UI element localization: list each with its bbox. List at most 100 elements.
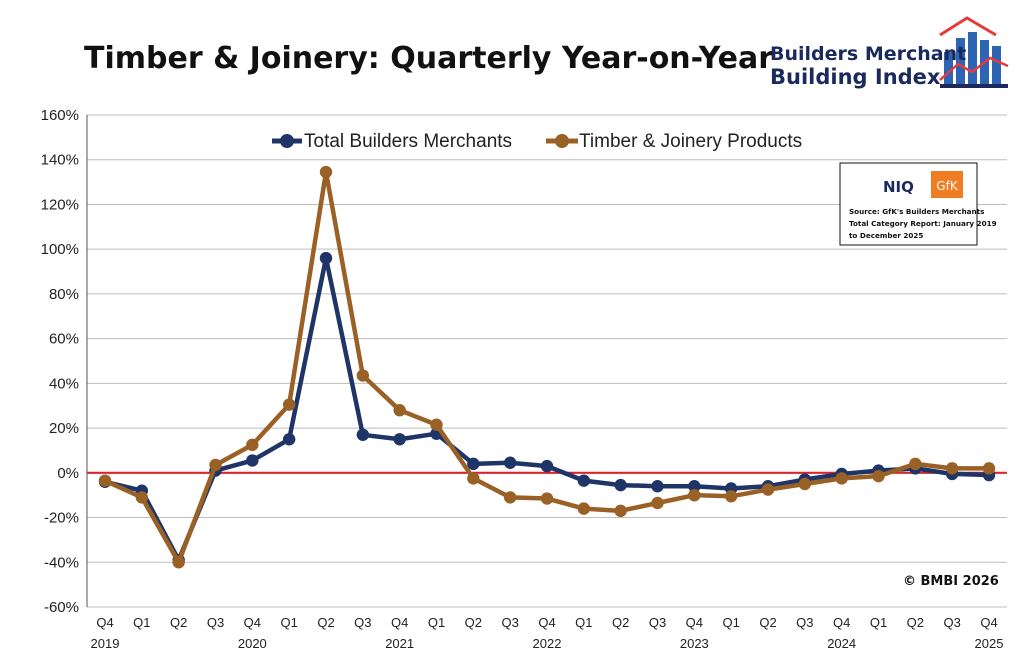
data-point: [282, 398, 296, 411]
logo-bar: [956, 38, 965, 86]
x-tick-label: Q1: [428, 615, 445, 630]
data-point: [319, 251, 333, 265]
x-tick-label: Q4: [391, 615, 408, 630]
x-tick-label: Q1: [870, 615, 887, 630]
gfk-logo-box: [931, 171, 963, 198]
logo-roof: [939, 16, 997, 37]
logo-bar: [992, 46, 1001, 86]
x-tick-label: Q4: [980, 615, 997, 630]
data-point: [246, 454, 259, 467]
x-year-label: 2019: [91, 636, 120, 651]
bmbi-logo: Builders Merchant Building Index: [770, 16, 1009, 89]
x-tick-label: Q4: [686, 615, 703, 630]
y-tick-label: 0%: [57, 465, 79, 482]
y-tick-label: -40%: [44, 554, 79, 571]
source-line: Total Category Report: January 2019: [849, 219, 997, 228]
x-tick-label: Q4: [244, 615, 261, 630]
source-line: to December 2025: [849, 231, 923, 240]
x-tick-label: Q3: [354, 615, 371, 630]
x-axis-ticks: Q4 Q1 Q2 Q3 Q4 Q1 Q2 Q3 Q4 Q1 Q2 Q3 Q4 Q1 Q2 Q3 Q4 Q1 Q2 Q3…: [91, 615, 1004, 651]
legend: Total Builders Merchants Timber & Joiner…: [272, 131, 802, 152]
data-point: [209, 458, 222, 472]
x-tick-label: Q1: [575, 615, 592, 630]
data-point: [540, 459, 554, 473]
data-point: [835, 472, 848, 485]
logo-trend-line: [939, 56, 1009, 81]
y-tick-label: 140%: [41, 152, 79, 169]
data-point: [688, 480, 701, 493]
logo-bar: [944, 52, 953, 86]
data-point: [393, 433, 406, 446]
data-point: [467, 472, 480, 485]
legend-entry-timber: Timber & Joinery Products: [546, 131, 802, 152]
x-year-label: 2024: [827, 636, 856, 651]
data-point: [614, 478, 627, 492]
data-point: [319, 165, 333, 179]
data-point: [651, 480, 664, 493]
y-tick-label: -20%: [44, 510, 79, 527]
data-point: [172, 556, 185, 569]
x-tick-label: Q1: [133, 615, 150, 630]
data-point: [651, 496, 664, 510]
logo-line1: Builders Merchant: [770, 43, 966, 65]
series-line: [104, 255, 990, 563]
legend-entry-total: Total Builders Merchants: [272, 131, 512, 152]
logo-bar: [968, 32, 977, 86]
data-point: [577, 502, 591, 515]
y-tick-label: 80%: [49, 286, 79, 303]
x-tick-label: Q4: [538, 615, 555, 630]
y-tick-label: 120%: [41, 196, 79, 213]
logo-base: [940, 84, 1008, 88]
data-point: [430, 418, 443, 431]
data-point: [356, 369, 370, 382]
source-box: NIQ GfK Source: GfK's Builders Merchants…: [839, 162, 997, 246]
x-tick-label: Q3: [649, 615, 666, 630]
series-timber-joinery-products: [98, 165, 996, 569]
data-point: [246, 438, 259, 452]
data-point: [98, 474, 112, 487]
data-point: [467, 457, 480, 471]
x-tick-label: Q2: [759, 615, 776, 630]
data-point: [393, 404, 406, 417]
data-point: [761, 483, 775, 496]
x-tick-label: Q1: [722, 615, 739, 630]
legend-marker: [280, 134, 294, 148]
data-point: [577, 474, 591, 487]
x-tick-label: Q2: [465, 615, 482, 630]
x-tick-label: Q4: [833, 615, 850, 630]
x-tick-label: Q3: [501, 615, 518, 630]
x-tick-label: Q3: [943, 615, 960, 630]
data-point: [982, 462, 996, 475]
x-tick-label: Q4: [96, 615, 113, 630]
x-tick-label: Q2: [317, 615, 334, 630]
y-tick-label: 100%: [41, 241, 79, 258]
legend-label: Timber & Joinery Products: [579, 131, 802, 152]
data-point: [945, 462, 959, 475]
x-year-label: 2025: [975, 636, 1004, 651]
series-total-builders-merchants: [98, 251, 996, 567]
data-point: [356, 428, 370, 441]
data-point: [614, 504, 627, 518]
series-layer: [98, 165, 996, 569]
x-tick-label: Q2: [907, 615, 924, 630]
x-tick-label: Q3: [207, 615, 224, 630]
data-point: [688, 488, 701, 502]
logo-graphic: [939, 16, 1009, 88]
y-tick-label: 60%: [49, 331, 79, 348]
y-tick-label: -60%: [44, 599, 79, 616]
data-point: [798, 477, 812, 491]
data-point: [282, 433, 296, 446]
data-point: [503, 491, 517, 504]
data-point: [909, 457, 922, 471]
logo-line2: Building Index: [770, 65, 941, 89]
data-point: [540, 492, 554, 505]
legend-label: Total Builders Merchants: [304, 131, 512, 152]
y-tick-label: 160%: [41, 107, 79, 124]
y-axis-ticks: 160% 140% 120% 100% 80% 60% 40% 20% 0% -20% -40% -6…: [41, 107, 79, 616]
x-year-label: 2022: [533, 636, 562, 651]
x-tick-label: Q2: [170, 615, 187, 630]
gfk-logo: GfK: [936, 179, 959, 193]
y-tick-label: 40%: [49, 375, 79, 392]
chart-title: Timber & Joinery: Quarterly Year-on-Year: [84, 41, 773, 76]
